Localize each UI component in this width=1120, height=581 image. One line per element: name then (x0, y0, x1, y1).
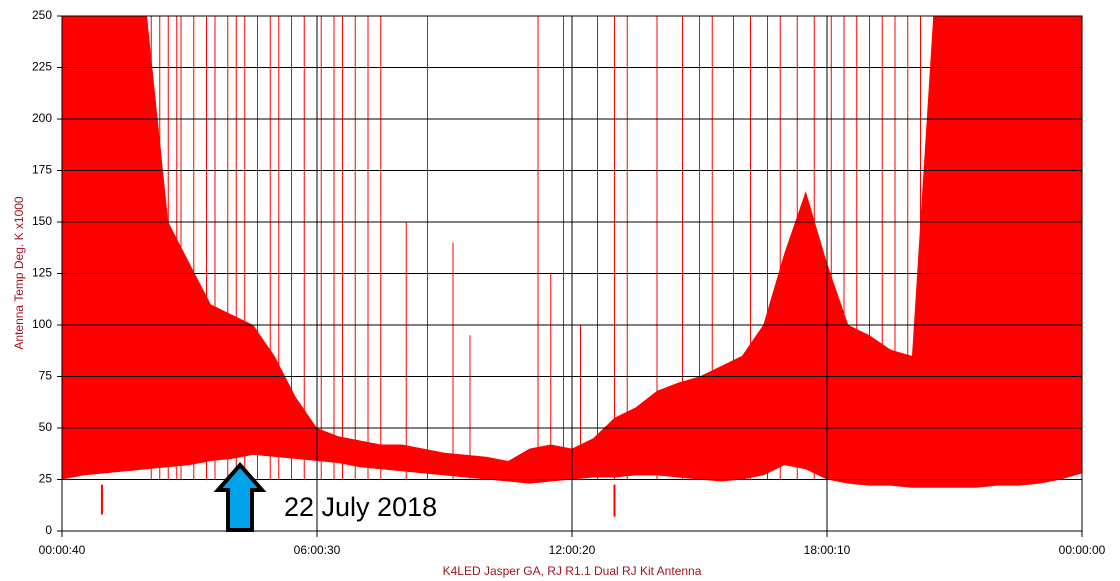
y-tick-label: 0 (45, 523, 52, 537)
y-tick-label: 225 (32, 60, 52, 74)
y-tick-label: 50 (39, 420, 53, 434)
y-tick-label: 75 (39, 369, 53, 383)
y-tick-label: 175 (32, 163, 52, 177)
x-tick-label: 00:00:40 (39, 543, 86, 557)
plot-area: 0 25 50 75 100 125 150 175 200 225 250 00:00:40 06:0… (32, 8, 1106, 557)
x-tick-label: 00:00:00 (1059, 543, 1106, 557)
x-tick-label: 18:00:10 (804, 543, 851, 557)
y-tick-label: 250 (32, 8, 52, 22)
annotation: 22 July 2018 (284, 492, 437, 522)
x-tick-label: 12:00:20 (549, 543, 596, 557)
y-tick-label: 25 (39, 472, 53, 486)
y-tick-label: 200 (32, 111, 52, 125)
x-tick-label: 06:00:30 (294, 543, 341, 557)
y-tick-label: 100 (32, 317, 52, 331)
overlay: 22 July 2018 (213, 461, 437, 532)
y-axis-title: Antenna Temp Deg. K x1000 (12, 196, 26, 350)
arrow (213, 461, 267, 532)
x-axis-title: K4LED Jasper GA, RJ R1.1 Dual RJ Kit Ant… (443, 564, 702, 578)
y-tick-label: 150 (32, 214, 52, 228)
y-tick-label: 125 (32, 266, 52, 280)
plot-border (61, 15, 1083, 532)
